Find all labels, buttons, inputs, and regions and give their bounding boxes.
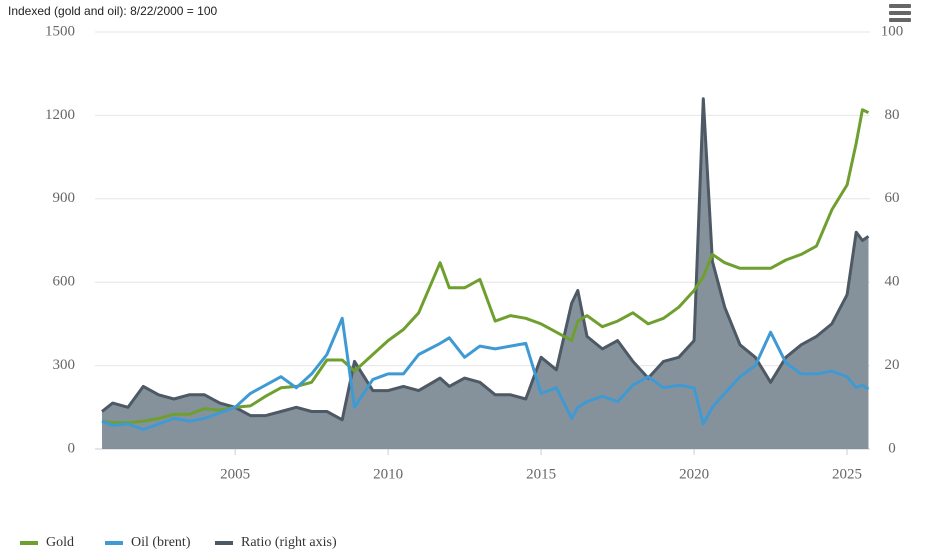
y2-tick-label: 40 <box>885 274 900 290</box>
y2-tick-label: 100 <box>881 23 904 39</box>
y2-tick-label: 20 <box>885 357 900 373</box>
y2-tick-label: 80 <box>885 107 900 123</box>
y2-tick-label: 0 <box>888 440 896 456</box>
y-tick-label: 1500 <box>45 23 75 39</box>
x-tick-label: 2020 <box>679 466 709 482</box>
series-line <box>101 316 870 431</box>
chart-title: Indexed (gold and oil): 8/22/2000 = 100 <box>8 4 217 18</box>
y-tick-label: 0 <box>68 440 76 456</box>
legend-label: Ratio (right axis) <box>241 535 337 550</box>
y2-tick-label: 60 <box>885 190 900 206</box>
x-tick-label: 2015 <box>526 466 556 482</box>
y-tick-label: 600 <box>53 274 76 290</box>
y-tick-label: 300 <box>53 357 76 373</box>
legend-label: Gold <box>46 535 74 550</box>
x-tick-label: 2010 <box>373 466 403 482</box>
menu-bar <box>889 4 911 8</box>
x-tick-label: 2005 <box>220 466 250 482</box>
menu-button[interactable] <box>889 4 911 22</box>
x-tick-label: 2025 <box>832 466 862 482</box>
legend-label: Oil (brent) <box>131 535 191 550</box>
y-tick-label: 1200 <box>45 107 75 123</box>
y-tick-label: 900 <box>53 190 76 206</box>
menu-bar <box>889 11 911 15</box>
ratio-area <box>102 98 869 449</box>
menu-bar <box>889 18 911 22</box>
